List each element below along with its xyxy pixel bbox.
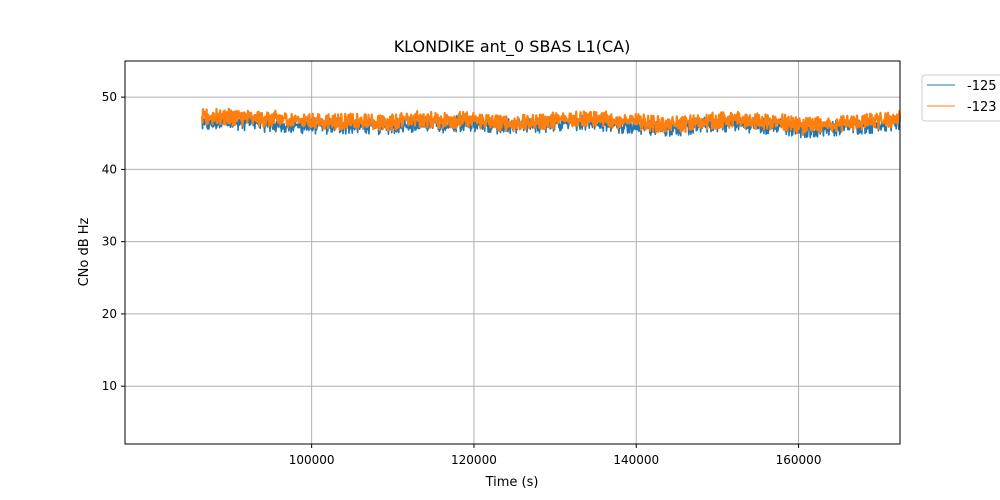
x-tick-label: 100000 — [289, 453, 335, 467]
legend: -125 -123 — [921, 74, 1000, 122]
y-tick-label: 40 — [102, 162, 117, 176]
x-tick-label: 120000 — [451, 453, 497, 467]
series-layer — [200, 107, 902, 139]
y-tick-label: 20 — [102, 307, 117, 321]
legend-label-123: -123 — [967, 100, 997, 115]
chart-title: KLONDIKE ant_0 SBAS L1(CA) — [394, 37, 631, 57]
y-tick-label: 50 — [102, 90, 117, 104]
x-tick-label: 140000 — [613, 453, 659, 467]
ticks: 100000 120000 140000 160000 10 20 30 40 50 — [102, 90, 822, 467]
y-tick-label: 10 — [102, 379, 117, 393]
y-tick-label: 30 — [102, 235, 117, 249]
x-axis-label: Time (s) — [485, 475, 539, 490]
legend-box — [921, 74, 1000, 122]
series-line-neg123 — [200, 107, 902, 137]
plot-frame — [124, 60, 901, 445]
y-axis-label: CNo dB Hz — [77, 217, 92, 286]
legend-label-125: -125 — [967, 79, 997, 94]
x-tick-label: 160000 — [776, 453, 822, 467]
